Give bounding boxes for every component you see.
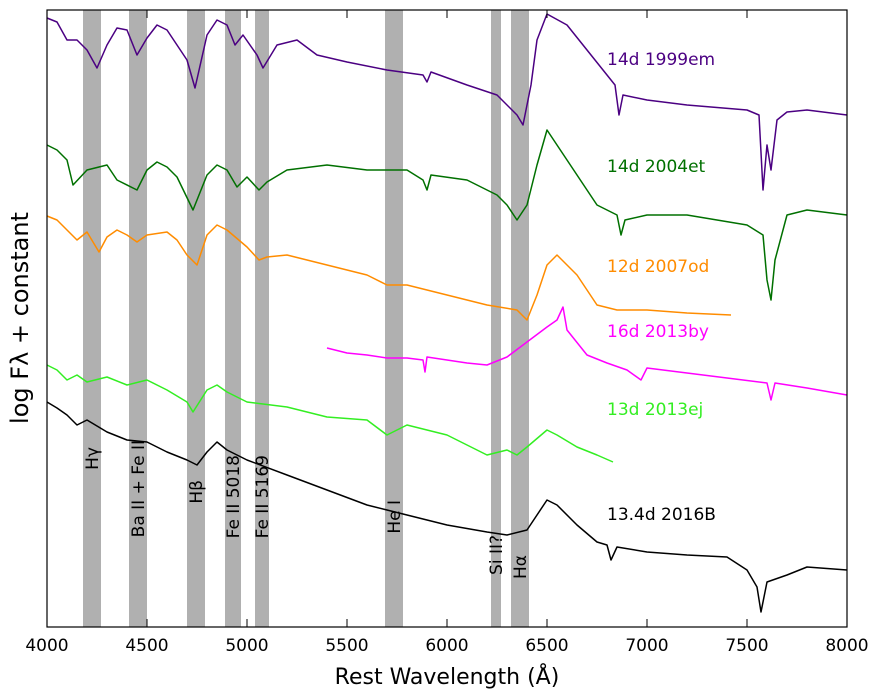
series-label: 14d 2004et <box>607 157 706 177</box>
spectrum-line <box>326 306 848 401</box>
bands <box>83 10 529 627</box>
y-axis-title: log Fλ + constant <box>6 212 34 424</box>
line-band <box>129 10 147 627</box>
spectrum-line <box>46 364 614 463</box>
line-band <box>385 10 403 627</box>
x-tick-label: 6500 <box>525 636 568 656</box>
band-label: He I <box>385 500 405 534</box>
band-label: Fe II 5169 <box>253 455 273 538</box>
band-label: Si II? <box>487 535 507 575</box>
x-tick-label: 5000 <box>225 636 268 656</box>
x-tick-label: 6000 <box>425 636 468 656</box>
spectrum-line <box>46 13 848 191</box>
spectrum-line <box>46 215 732 321</box>
line-band <box>255 10 269 627</box>
band-label: Hα <box>511 555 531 579</box>
series-label: 13.4d 2016B <box>607 505 716 525</box>
spectrum-line <box>46 129 848 301</box>
x-tick-label: 5500 <box>325 636 368 656</box>
x-tick-label: 7000 <box>625 636 668 656</box>
line-band <box>225 10 241 627</box>
band-label: Ba II + Fe II <box>129 440 149 537</box>
band-label: Fe II 5018 <box>224 455 244 538</box>
series-label: 16d 2013by <box>607 322 709 342</box>
x-tick-label: 8000 <box>825 636 868 656</box>
x-tick-label: 4000 <box>25 636 68 656</box>
x-axis-title: Rest Wavelength (Å) <box>335 663 560 690</box>
series-label: 12d 2007od <box>607 257 709 277</box>
spectrum-line <box>46 401 848 613</box>
x-tick-label: 7500 <box>725 636 768 656</box>
line-band <box>83 10 101 627</box>
series-label: 14d 1999em <box>607 50 715 70</box>
line-band <box>187 10 205 627</box>
line-band <box>511 10 529 627</box>
lines <box>46 13 848 613</box>
series-label: 13d 2013ej <box>607 400 703 420</box>
band-label: Hβ <box>187 480 207 504</box>
band-label: Hγ <box>83 447 103 470</box>
line-band <box>491 10 501 627</box>
x-tick-label: 4500 <box>125 636 168 656</box>
